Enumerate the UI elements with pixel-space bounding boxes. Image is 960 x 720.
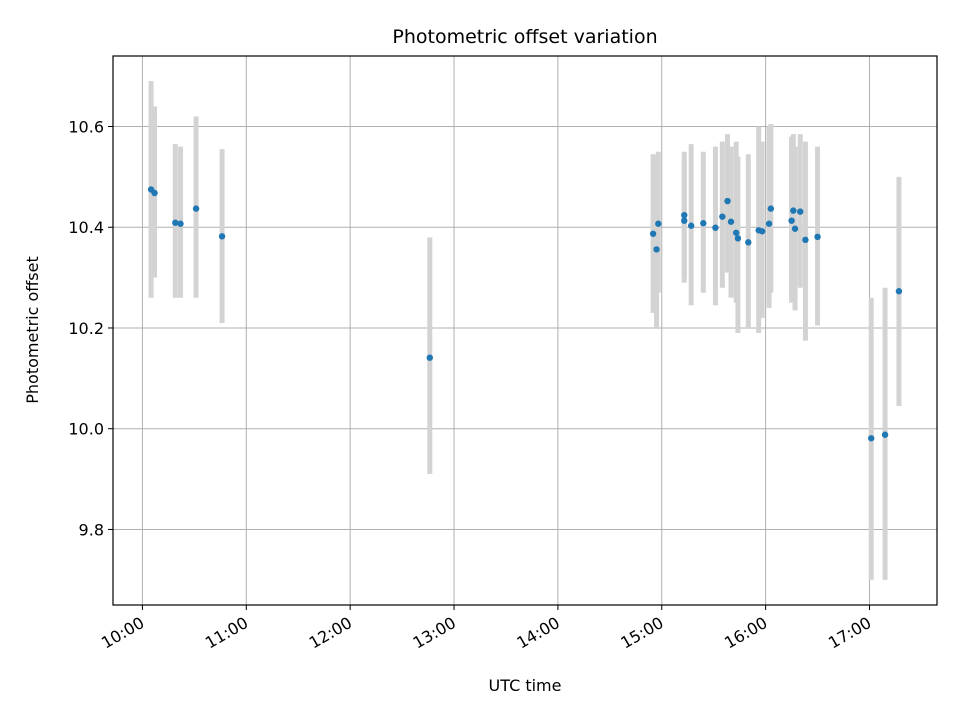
x-axis-title: UTC time — [489, 676, 562, 695]
data-point — [814, 233, 821, 241]
data-point — [767, 205, 775, 212]
y-tick-label: 9.8 — [79, 520, 104, 539]
y-axis-title: Photometric offset — [23, 256, 42, 404]
data-point — [881, 431, 889, 438]
data-point — [218, 233, 226, 240]
data-point — [172, 219, 179, 226]
y-tick-label: 10.0 — [68, 420, 104, 439]
data-point — [653, 246, 660, 253]
data-point — [788, 217, 795, 224]
data-point — [790, 207, 797, 214]
data-point — [734, 235, 742, 242]
data-point — [719, 213, 726, 220]
y-tick-label: 10.6 — [68, 118, 104, 137]
data-point — [745, 239, 752, 246]
data-point — [649, 230, 657, 237]
data-point — [681, 217, 688, 224]
data-point — [681, 211, 688, 219]
data-point — [765, 220, 773, 227]
data-point — [797, 208, 804, 215]
data-point — [732, 229, 740, 236]
data-points — [147, 186, 903, 442]
data-point — [700, 220, 707, 227]
plot-frame — [112, 55, 938, 606]
data-point — [426, 354, 433, 361]
y-tick-label: 10.4 — [68, 218, 104, 237]
data-point — [802, 236, 809, 244]
data-point — [177, 220, 184, 227]
data-point — [727, 218, 735, 225]
data-point — [724, 197, 731, 205]
data-point — [687, 222, 695, 229]
y-axis-ticks: 9.8 10.0 10.2 10.4 10.6 — [68, 118, 113, 539]
data-point — [192, 205, 200, 212]
data-point — [655, 220, 662, 227]
data-point — [791, 225, 799, 232]
data-point — [895, 288, 903, 295]
data-point — [868, 435, 875, 442]
grid-lines — [113, 56, 937, 605]
data-point — [712, 224, 719, 231]
chart-title: Photometric offset variation — [392, 26, 657, 48]
data-point — [758, 228, 766, 235]
y-tick-label: 10.2 — [68, 319, 104, 338]
data-point — [151, 189, 158, 197]
